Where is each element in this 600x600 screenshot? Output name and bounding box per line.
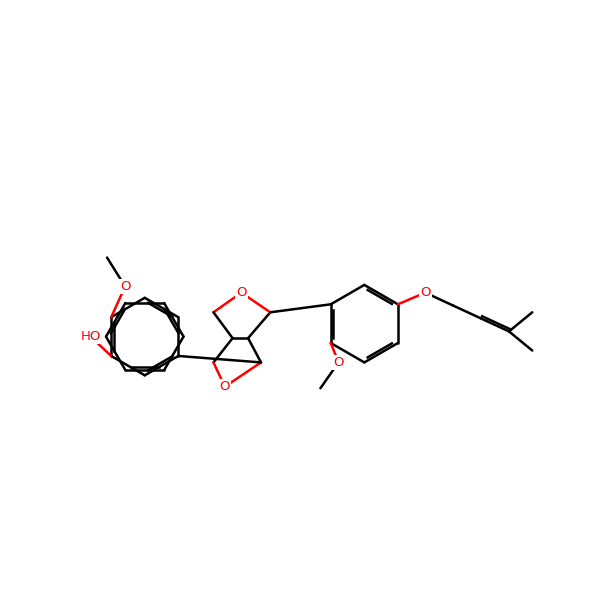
Text: O: O <box>236 286 247 299</box>
Text: O: O <box>333 356 344 369</box>
Text: O: O <box>420 286 431 299</box>
Text: HO: HO <box>80 330 101 343</box>
Text: O: O <box>333 356 344 369</box>
Text: O: O <box>120 280 130 293</box>
Text: O: O <box>236 286 247 299</box>
Text: O: O <box>120 280 130 293</box>
Text: O: O <box>420 286 431 299</box>
Text: O: O <box>220 380 230 393</box>
Text: HO: HO <box>80 330 101 343</box>
Text: O: O <box>220 380 230 393</box>
